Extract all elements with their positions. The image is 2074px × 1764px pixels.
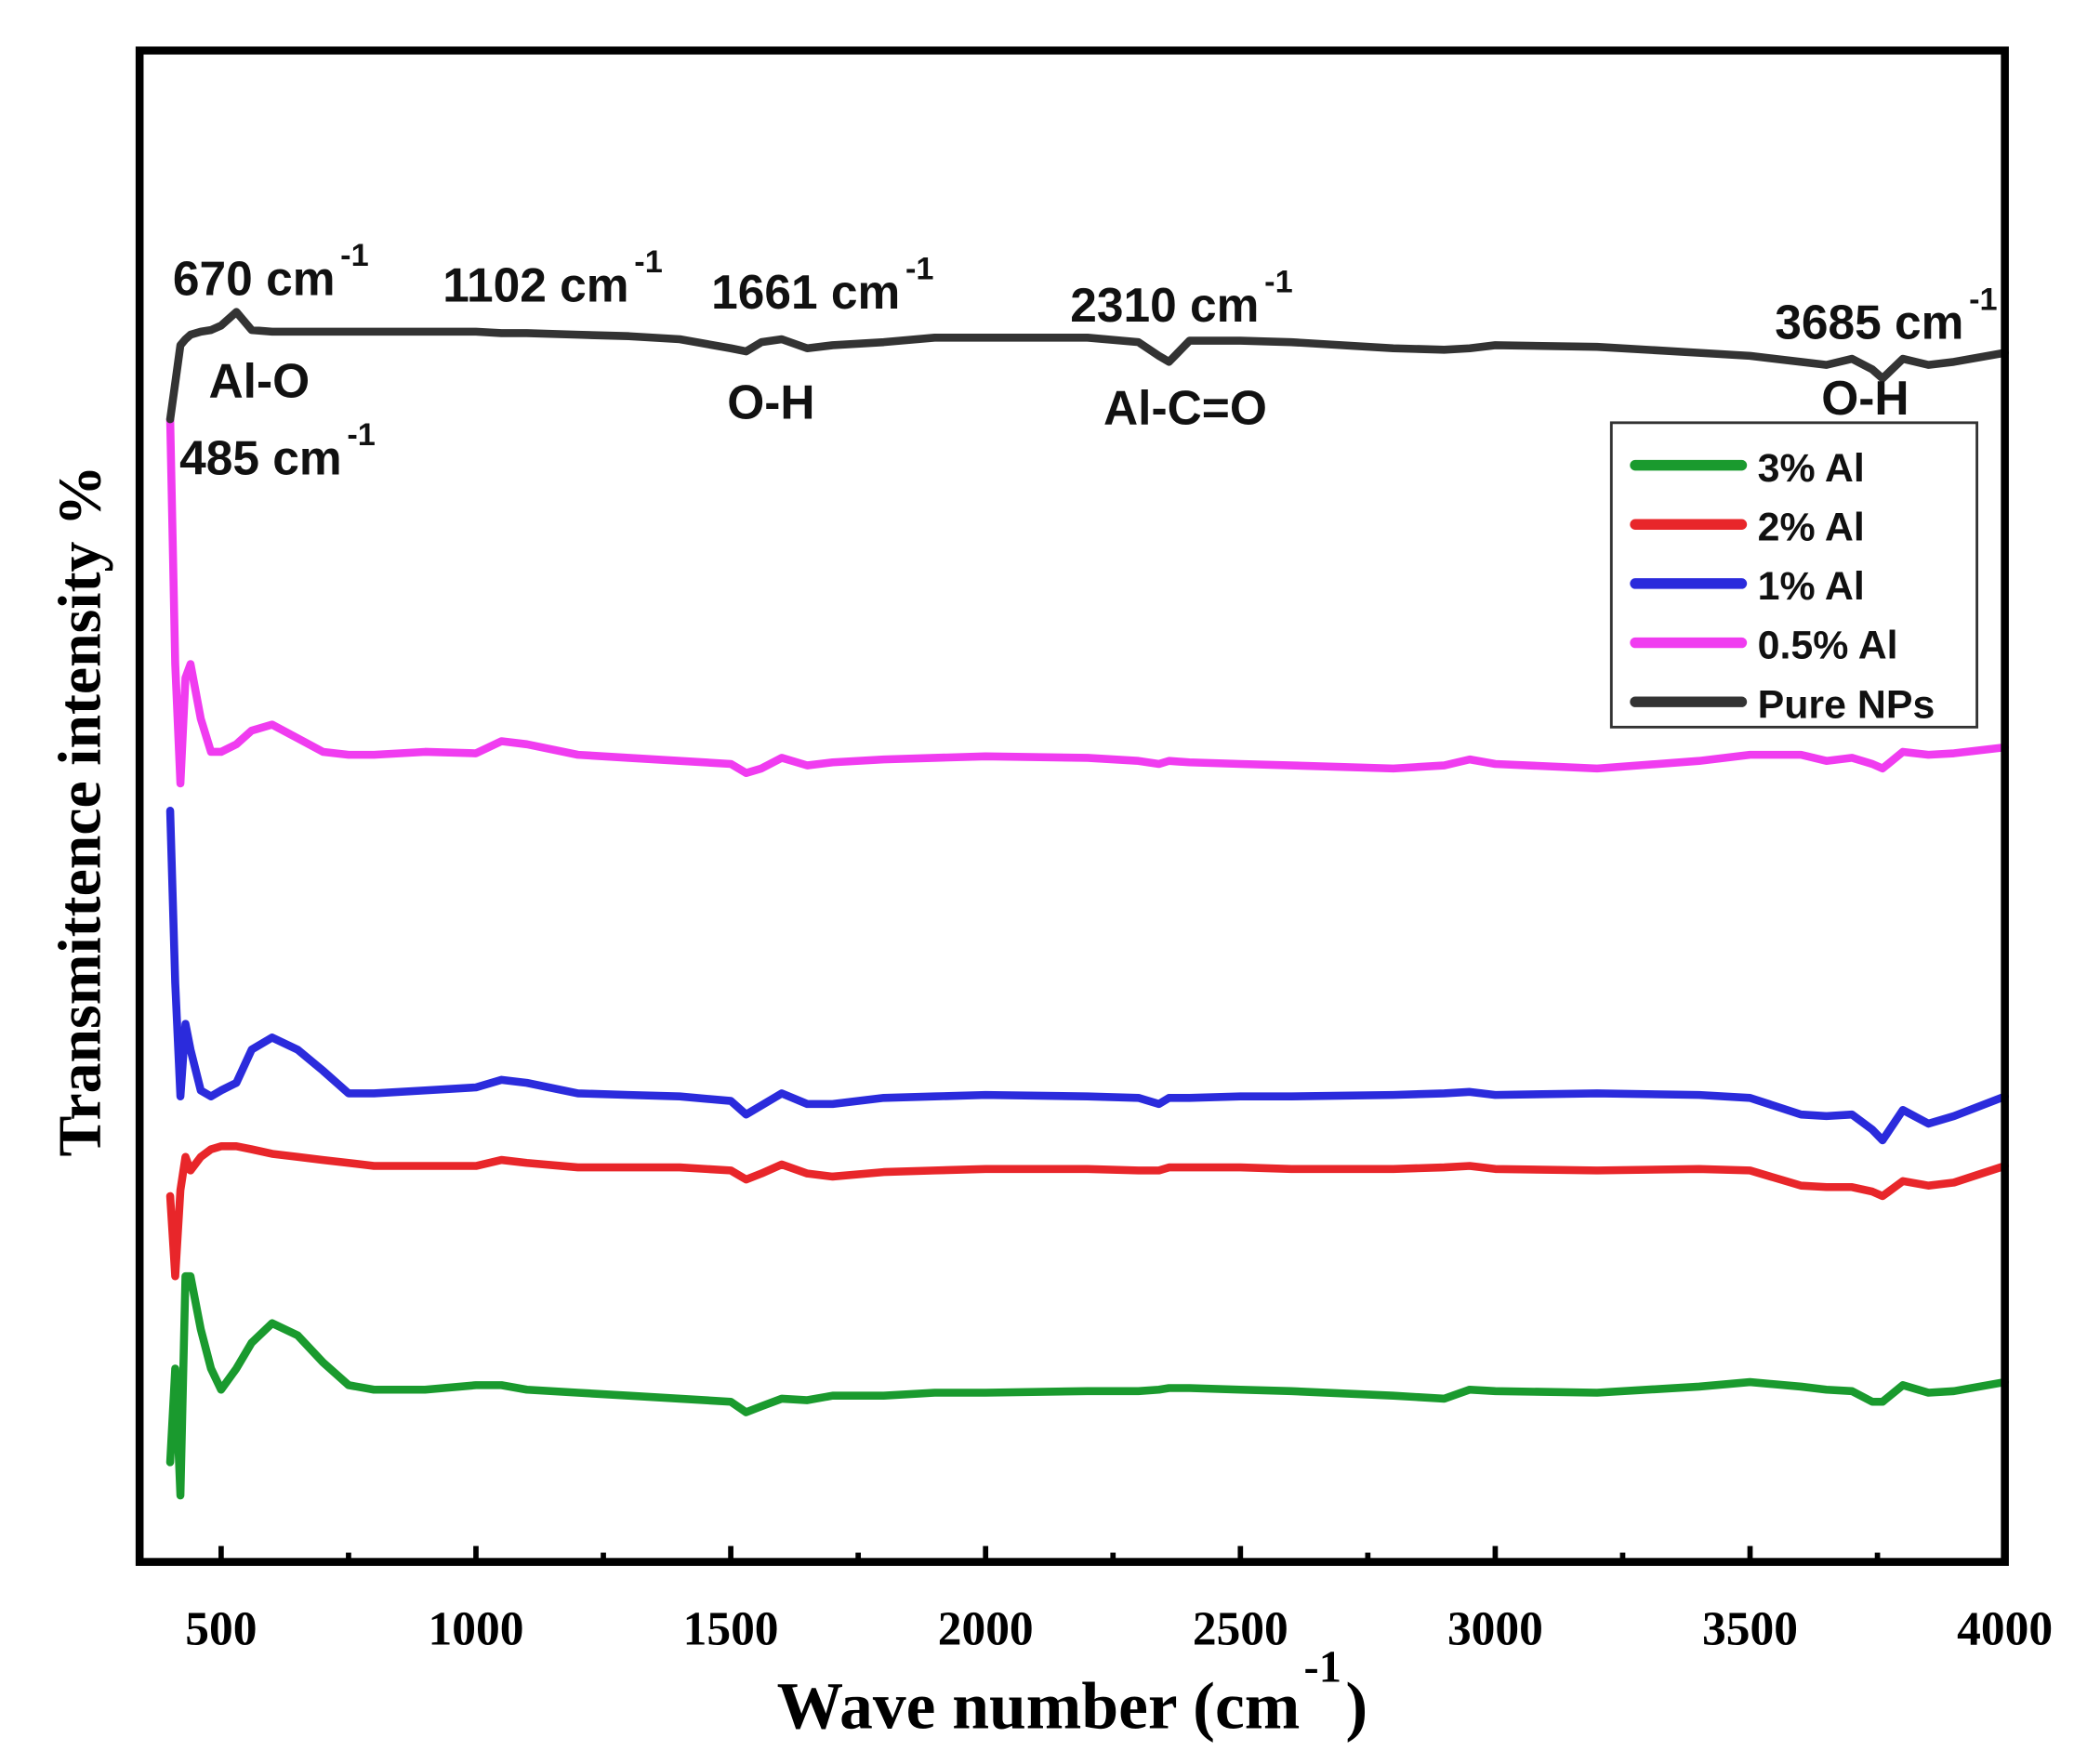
x-tick-label: 2500	[1193, 1602, 1288, 1655]
annotation: 2310 cm	[1070, 278, 1259, 332]
annotation: Al-O	[209, 354, 310, 408]
x-tick-label: 1000	[429, 1602, 524, 1655]
annotation-superscript: -1	[1264, 265, 1293, 300]
annotation: O-H	[727, 375, 814, 429]
annotation: Al-C=O	[1103, 380, 1267, 434]
annotation-superscript: -1	[634, 244, 663, 280]
x-tick-label: 500	[185, 1602, 257, 1655]
legend-label: 1% Al	[1758, 564, 1865, 609]
spectrum-line	[165, 308, 2009, 424]
x-tick-label: 2000	[938, 1602, 1034, 1655]
x-axis-label-end: )	[1345, 1669, 1367, 1743]
x-axis-label-superscript: -1	[1304, 1641, 1341, 1692]
spectrum-line	[165, 415, 2009, 788]
plot-frame	[135, 46, 2009, 1566]
x-tick-label: 1500	[683, 1602, 779, 1655]
annotation: 1102 cm	[443, 258, 628, 312]
annotation-superscript: -1	[905, 251, 934, 286]
spectrum-line	[165, 1271, 2009, 1500]
annotation-superscript: -1	[340, 238, 369, 273]
spectrum-line	[165, 807, 2009, 1145]
annotation: 3685 cm	[1775, 296, 1963, 349]
legend-label: Pure NPs	[1758, 682, 1935, 727]
x-tick-label: 3000	[1447, 1602, 1543, 1655]
annotation: 1661 cm	[711, 265, 900, 319]
annotation-superscript: -1	[1969, 282, 1998, 317]
annotation-superscript: -1	[347, 417, 376, 453]
annotation: O-H	[1821, 371, 1909, 425]
legend-label: 0.5% Al	[1758, 624, 1898, 668]
spectrum-line	[165, 1142, 2009, 1281]
annotation: 670 cm	[173, 252, 336, 306]
x-tick-label: 4000	[1957, 1602, 2053, 1655]
legend-label: 3% Al	[1758, 446, 1865, 491]
legend-label: 2% Al	[1758, 505, 1865, 549]
x-axis-label: Wave number (cm	[777, 1669, 1301, 1743]
x-tick-label: 3500	[1702, 1602, 1798, 1655]
legend-box	[1609, 421, 1979, 729]
annotation: 485 cm	[179, 431, 342, 485]
y-axis-label: Transmittence intensity %	[46, 465, 113, 1156]
